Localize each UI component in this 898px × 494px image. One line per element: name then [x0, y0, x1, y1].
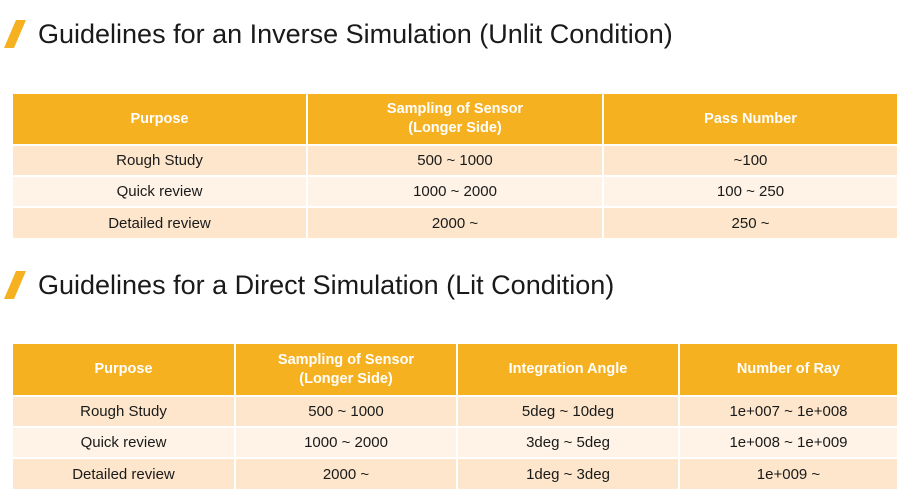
- table-row: Quick review 1000 ~ 2000 100 ~ 250: [13, 175, 897, 207]
- cell-sampling: 500 ~ 1000: [307, 144, 604, 176]
- header-sampling-line2: (Longer Side): [299, 370, 393, 387]
- cell-sampling: 2000 ~: [235, 457, 458, 489]
- cell-purpose: Rough Study: [13, 144, 308, 176]
- inverse-simulation-table: Purpose Sampling of Sensor (Longer Side)…: [13, 94, 897, 238]
- table-row: Detailed review 2000 ~ 250 ~: [13, 206, 897, 238]
- section1-heading: Guidelines for an Inverse Simulation (Un…: [0, 14, 898, 54]
- cell-purpose: Quick review: [13, 426, 236, 458]
- table-header-row: Purpose Sampling of Sensor (Longer Side)…: [13, 94, 897, 145]
- cell-sampling: 1000 ~ 2000: [307, 175, 604, 207]
- header-number-of-ray: Number of Ray: [679, 344, 897, 396]
- cell-sampling: 2000 ~: [307, 206, 604, 238]
- slash-accent-icon: [4, 20, 30, 48]
- cell-rays: 1e+008 ~ 1e+009: [679, 426, 897, 458]
- header-sampling-line2: (Longer Side): [408, 120, 502, 136]
- cell-rays: 1e+009 ~: [679, 457, 897, 489]
- cell-purpose: Quick review: [13, 175, 308, 207]
- slash-accent-icon: [4, 271, 30, 299]
- header-integration-angle: Integration Angle: [457, 344, 680, 396]
- cell-pass: 100 ~ 250: [603, 175, 897, 207]
- header-sampling-line1: Sampling of Sensor: [277, 351, 415, 368]
- cell-angle: 5deg ~ 10deg: [457, 395, 680, 427]
- header-sampling-line1: Sampling of Sensor: [386, 101, 524, 117]
- cell-purpose: Detailed review: [13, 457, 236, 489]
- table-row: Quick review 1000 ~ 2000 3deg ~ 5deg 1e+…: [13, 426, 897, 458]
- cell-sampling: 500 ~ 1000: [235, 395, 458, 427]
- header-purpose: Purpose: [13, 344, 236, 396]
- header-pass-number: Pass Number: [603, 94, 897, 145]
- section2-title: Guidelines for a Direct Simulation (Lit …: [38, 270, 615, 300]
- header-sampling: Sampling of Sensor (Longer Side): [235, 344, 458, 396]
- cell-sampling: 1000 ~ 2000: [235, 426, 458, 458]
- cell-pass: 250 ~: [603, 206, 897, 238]
- section1-title: Guidelines for an Inverse Simulation (Un…: [38, 19, 673, 49]
- cell-pass: ~100: [603, 144, 897, 176]
- section2-heading: Guidelines for a Direct Simulation (Lit …: [0, 265, 898, 305]
- table-header-row: Purpose Sampling of Sensor (Longer Side)…: [13, 344, 897, 396]
- header-purpose: Purpose: [13, 94, 308, 145]
- cell-rays: 1e+007 ~ 1e+008: [679, 395, 897, 427]
- table-row: Detailed review 2000 ~ 1deg ~ 3deg 1e+00…: [13, 457, 897, 489]
- header-sampling: Sampling of Sensor (Longer Side): [307, 94, 604, 145]
- cell-angle: 1deg ~ 3deg: [457, 457, 680, 489]
- table-row: Rough Study 500 ~ 1000 ~100: [13, 144, 897, 176]
- cell-purpose: Detailed review: [13, 206, 308, 238]
- table-row: Rough Study 500 ~ 1000 5deg ~ 10deg 1e+0…: [13, 395, 897, 427]
- cell-angle: 3deg ~ 5deg: [457, 426, 680, 458]
- direct-simulation-table: Purpose Sampling of Sensor (Longer Side)…: [13, 344, 897, 489]
- cell-purpose: Rough Study: [13, 395, 236, 427]
